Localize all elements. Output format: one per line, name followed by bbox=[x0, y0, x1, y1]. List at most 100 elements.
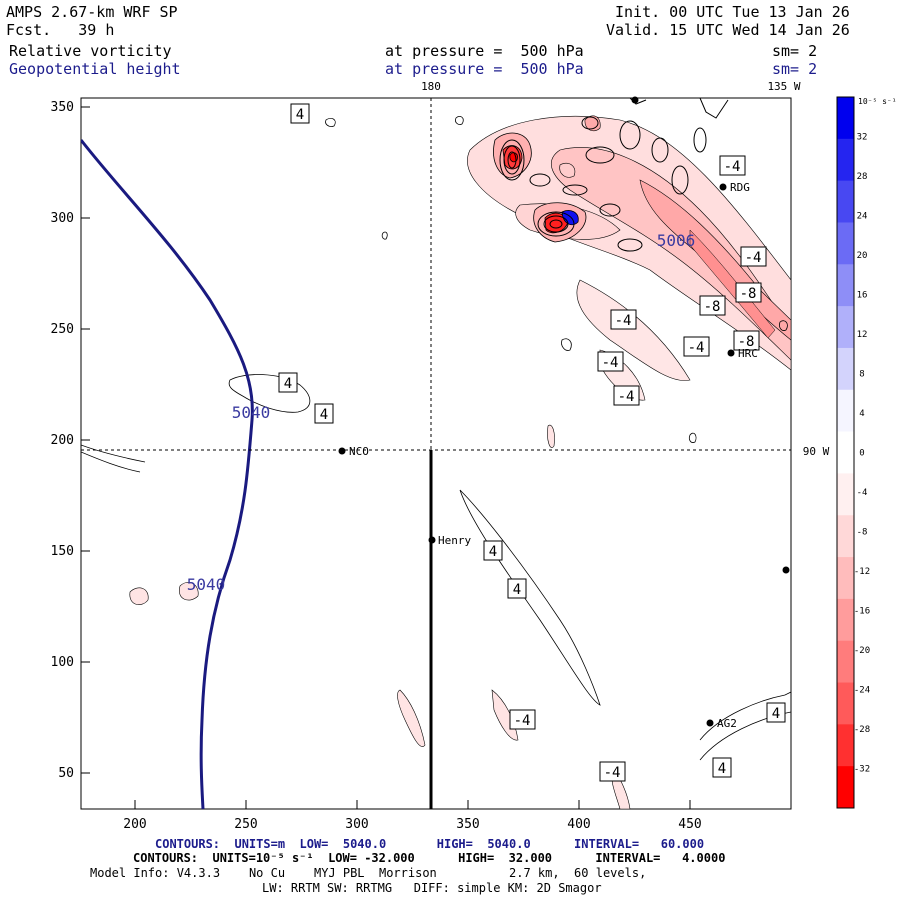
vort-label: 4 bbox=[513, 582, 521, 598]
vort-label: -4 bbox=[604, 765, 621, 781]
vort-label: -8 bbox=[738, 334, 755, 350]
vort-label: 4 bbox=[284, 376, 292, 392]
stations bbox=[338, 96, 790, 727]
colorbar-cell bbox=[837, 557, 854, 600]
station-marker bbox=[706, 719, 714, 727]
colorbar-cell bbox=[837, 598, 854, 642]
y-tick: 350 bbox=[51, 100, 74, 115]
height-label: 5006 bbox=[657, 231, 696, 250]
height-label: 5040 bbox=[187, 575, 226, 594]
vort-labels: 4 4 4 4 4 4 4 -4 -4 -4 -4 -4 -4 -4 -4 -8… bbox=[284, 107, 780, 781]
colorbar-label: 24 bbox=[857, 212, 868, 222]
colorbar-cell bbox=[837, 97, 854, 140]
station-marker bbox=[727, 349, 735, 357]
axis-ticks bbox=[81, 106, 691, 809]
field2-smoothing: sm= 2 bbox=[772, 60, 818, 78]
colorbar-cell bbox=[837, 264, 854, 307]
colorbar-label: 8 bbox=[859, 370, 864, 380]
vort-label: -4 bbox=[602, 355, 619, 371]
colorbar-label: 20 bbox=[857, 251, 868, 261]
field2-level: at pressure = 500 hPa bbox=[385, 60, 584, 78]
station-marker bbox=[631, 96, 639, 104]
y-tick: 200 bbox=[51, 433, 74, 448]
colorbar-cell bbox=[837, 515, 854, 558]
y-tick: 100 bbox=[51, 655, 74, 670]
x-tick-labels: 200 250 300 350 400 450 bbox=[123, 817, 701, 832]
y-tick: 250 bbox=[51, 322, 74, 337]
station-marker bbox=[338, 447, 346, 455]
lon-label-180: 180 bbox=[421, 80, 441, 93]
colorbar-label: -28 bbox=[854, 725, 870, 735]
station-labels: NCO Henry AG2 RDG HRC bbox=[349, 181, 758, 730]
vort-label: -4 bbox=[618, 389, 635, 405]
field1-level: at pressure = 500 hPa bbox=[385, 42, 584, 60]
colorbar-frame bbox=[836, 96, 855, 809]
field2-name: Geopotential height bbox=[9, 60, 181, 78]
colorbar-cell bbox=[837, 724, 854, 767]
vort-label: 4 bbox=[718, 761, 726, 777]
y-tick-labels: 350 300 250 200 150 100 50 bbox=[51, 100, 74, 781]
vort-label: -4 bbox=[745, 250, 762, 266]
colorbar-label: 12 bbox=[857, 330, 868, 340]
init-time: Init. 00 UTC Tue 13 Jan 26 bbox=[615, 3, 850, 21]
colorbar-unit: 10⁻⁵ s⁻¹ bbox=[858, 97, 897, 106]
colorbar-label: -32 bbox=[854, 765, 870, 775]
colorbar-label: 16 bbox=[857, 291, 868, 301]
vorticity-rings bbox=[499, 116, 707, 252]
colorbar-label: -12 bbox=[854, 567, 870, 577]
field1-name: Relative vorticity bbox=[9, 42, 172, 60]
colorbar-cell bbox=[837, 138, 854, 182]
lon-label-135w: 135 W bbox=[767, 80, 800, 93]
colorbar-cell bbox=[837, 222, 854, 265]
height-label: 5040 bbox=[232, 403, 271, 422]
station-marker bbox=[719, 183, 727, 191]
colorbar-cell bbox=[837, 347, 854, 391]
colorbar-cell bbox=[837, 389, 854, 433]
x-tick: 300 bbox=[345, 817, 368, 832]
colorbar: 10⁻⁵ s⁻¹ 32 28 24 20 16 12 8 4 0 -4 -8 -12 -16 -20 -24… bbox=[836, 96, 897, 809]
vort-label: 4 bbox=[489, 544, 497, 560]
x-tick: 350 bbox=[456, 817, 479, 832]
y-tick: 50 bbox=[58, 766, 74, 781]
colorbar-cell bbox=[837, 640, 854, 684]
vort-label: -4 bbox=[514, 713, 531, 729]
forecast-hour: Fcst. 39 h bbox=[6, 21, 115, 39]
vort-label: -4 bbox=[724, 159, 741, 175]
field1-smoothing: sm= 2 bbox=[772, 42, 818, 60]
colorbar-cell bbox=[837, 473, 854, 516]
model-title: AMPS 2.67-km WRF SP bbox=[6, 3, 178, 21]
station-marker bbox=[428, 536, 436, 544]
station-label: Henry bbox=[438, 534, 471, 547]
y-tick: 150 bbox=[51, 544, 74, 559]
vort-label: -8 bbox=[740, 286, 757, 302]
colorbar-cell bbox=[837, 682, 854, 725]
colorbar-label: 28 bbox=[857, 172, 868, 182]
vort-label: -8 bbox=[704, 299, 721, 315]
colorbar-cell bbox=[837, 766, 854, 809]
colorbar-label: -4 bbox=[857, 488, 868, 498]
x-tick: 200 bbox=[123, 817, 146, 832]
vort-label: 4 bbox=[772, 706, 780, 722]
height-contour-5040 bbox=[81, 139, 254, 809]
station-label: NCO bbox=[349, 445, 369, 458]
colorbar-cell bbox=[837, 431, 854, 474]
colorbar-cell bbox=[837, 306, 854, 349]
x-tick: 400 bbox=[567, 817, 590, 832]
footer-contours-vorticity: CONTOURS: UNITS=10⁻⁵ s⁻¹ LOW= -32.000 HI… bbox=[133, 851, 726, 865]
colorbar-label: 0 bbox=[859, 449, 864, 459]
footer-model-info: Model Info: V4.3.3 No Cu MYJ PBL Morriso… bbox=[90, 866, 647, 880]
y-tick: 300 bbox=[51, 211, 74, 226]
colorbar-label: -24 bbox=[854, 686, 870, 696]
colorbar-label: -16 bbox=[854, 607, 870, 617]
vort-label: -4 bbox=[615, 313, 632, 329]
vort-label: 4 bbox=[296, 107, 304, 123]
valid-time: Valid. 15 UTC Wed 14 Jan 26 bbox=[606, 21, 850, 39]
colorbar-cell bbox=[837, 180, 854, 223]
colorbar-label: -20 bbox=[854, 646, 870, 656]
colorbar-label: 4 bbox=[859, 409, 864, 419]
x-tick: 450 bbox=[678, 817, 701, 832]
vort-label-boxes bbox=[278, 103, 786, 782]
station-label: RDG bbox=[730, 181, 750, 194]
colorbar-labels: 32 28 24 20 16 12 8 4 0 -4 -8 -12 -16 -20 -24 -28 -32 bbox=[854, 133, 870, 775]
